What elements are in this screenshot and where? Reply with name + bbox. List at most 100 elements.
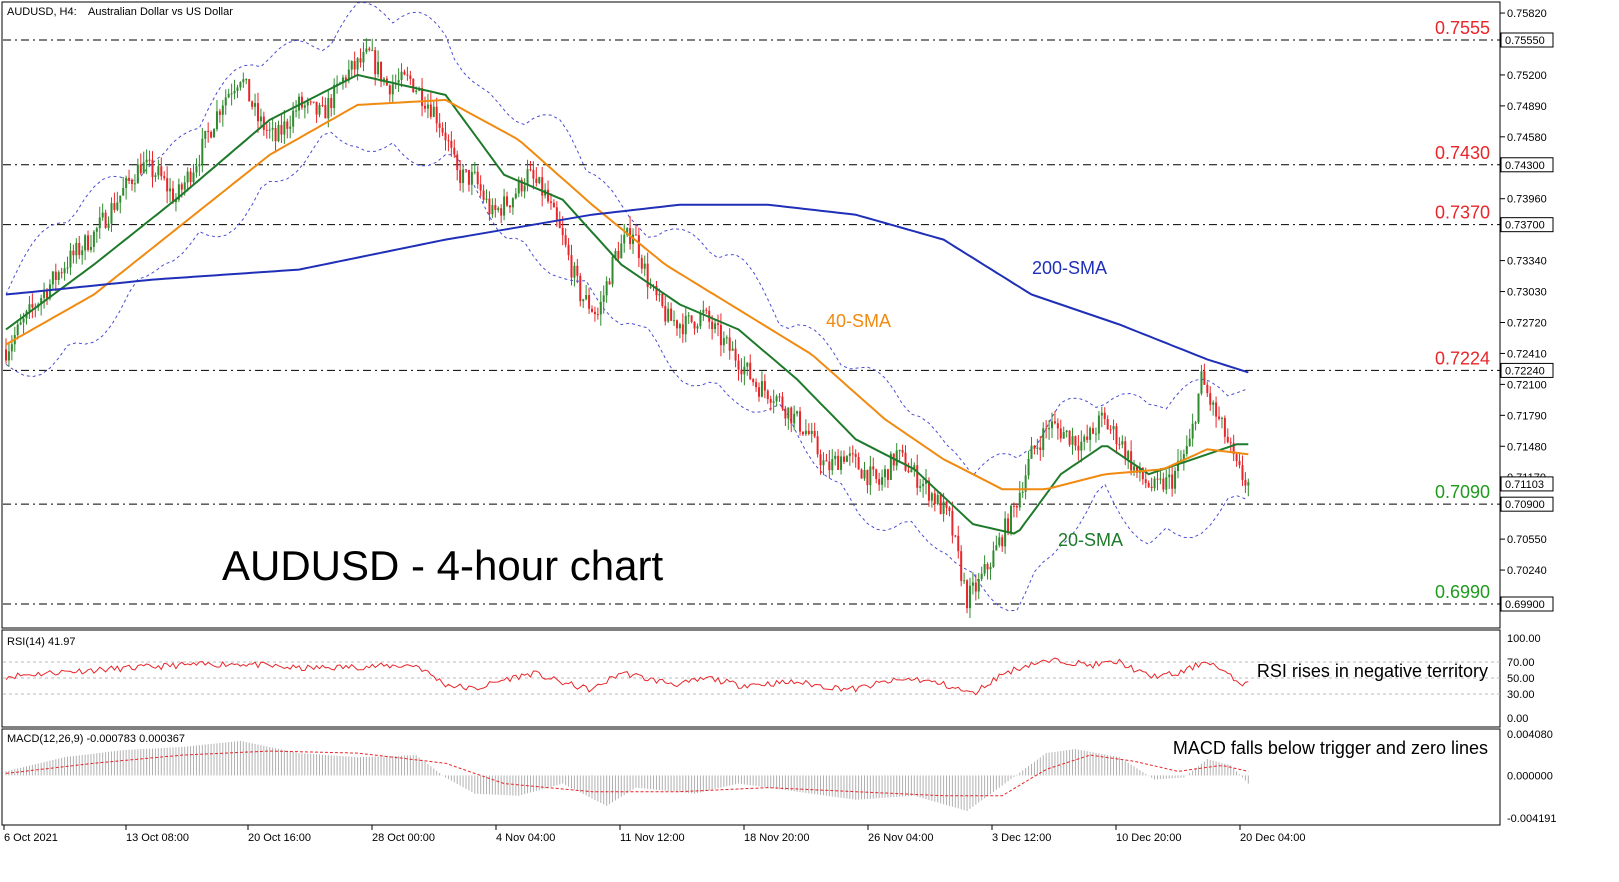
candle-body (19, 322, 22, 325)
candle-body (799, 411, 802, 432)
candle-body (189, 171, 192, 183)
candle-body (1212, 402, 1215, 405)
candle-body (749, 362, 752, 380)
candle-body (916, 465, 919, 488)
candle-body (503, 196, 506, 216)
candle-body (1039, 447, 1042, 450)
candle-body (781, 396, 784, 409)
candle-body (933, 493, 936, 505)
level-price-tag-box (1500, 596, 1554, 612)
candle-body (957, 535, 960, 552)
candle-body (801, 431, 804, 435)
candle-body (365, 48, 368, 52)
level-price-tag: 0.74300 (1505, 160, 1545, 172)
candle-body (465, 169, 468, 171)
candle-body (139, 164, 142, 174)
candle-body (274, 128, 277, 142)
level-price-tag: 0.70900 (1505, 499, 1545, 511)
candle-body (491, 205, 494, 215)
candle-body (435, 106, 438, 124)
candle-body (810, 430, 813, 434)
candle-body (1109, 429, 1112, 431)
candle-body (681, 324, 684, 335)
time-tick-label: 18 Nov 20:00 (744, 832, 809, 844)
candle-body (333, 84, 336, 109)
candle-body (456, 154, 459, 171)
candle-body (186, 171, 189, 183)
candle-body (538, 177, 541, 183)
time-tick-label: 20 Oct 16:00 (248, 832, 311, 844)
rsi-note: RSI rises in negative territory (1257, 661, 1488, 681)
candle-body (963, 580, 966, 582)
candle-body (658, 293, 661, 296)
price-tick-label: 0.73340 (1507, 256, 1547, 268)
candle-body (989, 566, 992, 570)
candle-body (403, 71, 406, 75)
candle-body (895, 450, 898, 466)
candle-body (1053, 421, 1056, 424)
candle-body (1191, 423, 1194, 439)
candle-body (927, 480, 930, 501)
candle-body (948, 507, 951, 511)
candle-body (303, 105, 306, 108)
candle-body (1027, 458, 1030, 476)
candle-body (438, 123, 441, 128)
candle-body (312, 101, 315, 103)
candle-body (804, 430, 807, 435)
candle-body (860, 469, 863, 479)
candle-body (1112, 426, 1115, 430)
candle-body (547, 189, 550, 202)
candle-body (901, 449, 904, 453)
candle-body (634, 234, 637, 236)
candle-body (453, 147, 456, 155)
candle-body (564, 235, 567, 245)
candle-body (620, 243, 623, 259)
candle-body (866, 470, 869, 486)
chart-big-title: AUDUSD - 4-hour chart (222, 542, 663, 589)
candle-body (760, 381, 763, 397)
candle-body (292, 110, 295, 127)
candle-body (922, 483, 925, 487)
candle-body (1042, 428, 1045, 450)
candle-body (617, 250, 620, 259)
candle-body (107, 223, 110, 228)
candle-body (734, 348, 737, 361)
price-tick-label: 0.75200 (1507, 70, 1547, 82)
rsi-line (5, 657, 1249, 696)
candle-body (573, 265, 576, 278)
candle-body (450, 140, 453, 148)
candle-body (1074, 436, 1077, 446)
candle-body (148, 159, 151, 161)
candle-body (353, 61, 356, 70)
candle-body (881, 477, 884, 485)
candlesticks (5, 38, 1250, 618)
level-price-tag-box (1500, 496, 1554, 512)
candle-body (951, 510, 954, 536)
candle-body (591, 308, 593, 312)
candle-body (467, 170, 470, 185)
candle-body (221, 105, 224, 115)
candle-body (886, 469, 889, 480)
candle-body (40, 298, 43, 305)
candle-body (705, 309, 708, 311)
candle-body (1220, 417, 1223, 419)
price-tick-label: 0.72720 (1507, 317, 1547, 329)
candle-body (939, 495, 942, 514)
candle-body (224, 97, 227, 106)
candle-body (136, 164, 139, 184)
candle-body (1018, 492, 1021, 508)
candle-body (1021, 491, 1024, 493)
moving-averages (5, 73, 1249, 535)
price-tick-label: 0.71790 (1507, 410, 1547, 422)
rsi-level-lines: 100.00 70.00 50.00 30.00 0.00 (3, 633, 1541, 725)
candle-body (1071, 436, 1074, 445)
candle-body (330, 98, 333, 109)
candle-body (1209, 393, 1212, 405)
candle-body (242, 79, 245, 83)
candle-body (1033, 445, 1036, 449)
level-price-tag-box (1500, 32, 1554, 48)
price-tags: 0.75550 0.74300 0.73700 0.72240 0.70900 0.699… (1500, 32, 1554, 612)
candle-body (758, 387, 761, 397)
candle-body (16, 324, 19, 336)
